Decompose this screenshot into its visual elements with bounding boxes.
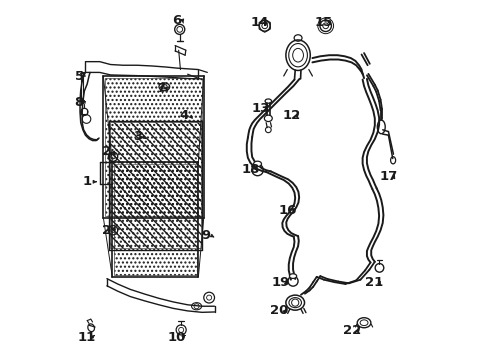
Bar (114, 164, 196, 275)
Ellipse shape (254, 161, 262, 167)
Text: 10: 10 (168, 330, 186, 343)
Text: 19: 19 (272, 276, 290, 289)
Text: 20: 20 (270, 305, 288, 318)
Text: 11: 11 (77, 330, 96, 343)
Text: 17: 17 (379, 170, 397, 183)
Text: 4: 4 (179, 109, 189, 122)
Bar (105, 78, 202, 216)
Text: 8: 8 (74, 96, 84, 109)
Ellipse shape (290, 274, 296, 278)
Text: 21: 21 (365, 276, 383, 289)
Bar (110, 122, 200, 248)
Text: 3: 3 (133, 130, 142, 144)
Text: 18: 18 (241, 163, 260, 176)
Text: 6: 6 (172, 14, 181, 27)
Text: 14: 14 (250, 16, 269, 29)
Text: 12: 12 (283, 109, 301, 122)
Text: 13: 13 (252, 102, 270, 115)
Text: 7: 7 (156, 82, 165, 95)
Text: 9: 9 (201, 229, 210, 242)
Text: 15: 15 (315, 16, 333, 29)
Text: 22: 22 (343, 324, 362, 337)
Text: 1: 1 (83, 175, 92, 188)
Text: 2: 2 (102, 145, 112, 158)
Text: 2: 2 (102, 224, 112, 237)
Text: 5: 5 (75, 69, 84, 82)
Text: 16: 16 (279, 204, 297, 217)
